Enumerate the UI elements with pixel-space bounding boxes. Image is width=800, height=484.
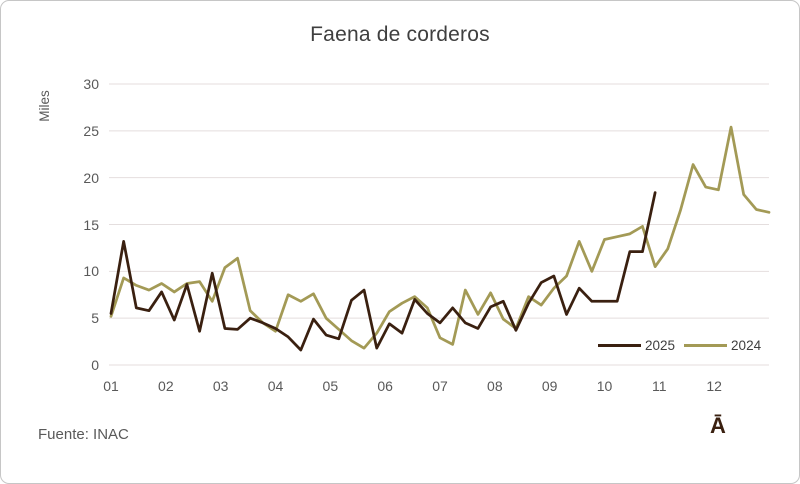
legend-item-2025: 2025 bbox=[598, 338, 675, 353]
x-axis-tick-label: 11 bbox=[652, 378, 667, 394]
x-axis-tick-label: 02 bbox=[158, 378, 174, 394]
legend-label-2024: 2024 bbox=[731, 338, 762, 353]
x-axis-tick-label: 12 bbox=[706, 378, 722, 394]
x-axis-tick-label: 08 bbox=[487, 378, 503, 394]
gridlines bbox=[109, 83, 769, 366]
legend-item-2024: 2024 bbox=[684, 338, 761, 353]
x-axis-tick-label: 04 bbox=[267, 378, 284, 394]
x-axis-tick-label: 03 bbox=[212, 378, 229, 394]
y-axis-tick-label: 15 bbox=[83, 216, 99, 233]
series-line-2024 bbox=[109, 125, 771, 350]
legend: 2025 2024 bbox=[598, 338, 761, 353]
legend-swatch-2024 bbox=[684, 344, 728, 347]
series-line-2025 bbox=[109, 191, 657, 352]
x-axis-tick-label: 05 bbox=[322, 378, 339, 394]
source-text: Fuente: INAC bbox=[38, 426, 129, 443]
chart-title: Faena de corderos bbox=[310, 23, 490, 46]
watermark-letter: Ā bbox=[710, 413, 726, 438]
y-axis-tick-label: 30 bbox=[83, 76, 99, 92]
x-axis-tick-label: 06 bbox=[377, 378, 393, 394]
x-axis-tick-label: 09 bbox=[541, 378, 558, 394]
x-axis-tick-label: 01 bbox=[103, 378, 119, 394]
x-axis-tick-label: 07 bbox=[432, 378, 448, 394]
y-axis-tick-label: 20 bbox=[83, 169, 99, 186]
y-axis-tick-label: 0 bbox=[91, 357, 99, 373]
y-axis-tick-label: 10 bbox=[83, 263, 99, 280]
y-axis-tick-label: 5 bbox=[91, 310, 99, 327]
legend-label-2025: 2025 bbox=[645, 338, 676, 353]
y-axis-tick-label: 25 bbox=[83, 122, 99, 139]
series-lines bbox=[109, 125, 771, 352]
legend-swatch-2025 bbox=[598, 344, 641, 347]
x-axis-tick-label: 10 bbox=[596, 378, 613, 394]
